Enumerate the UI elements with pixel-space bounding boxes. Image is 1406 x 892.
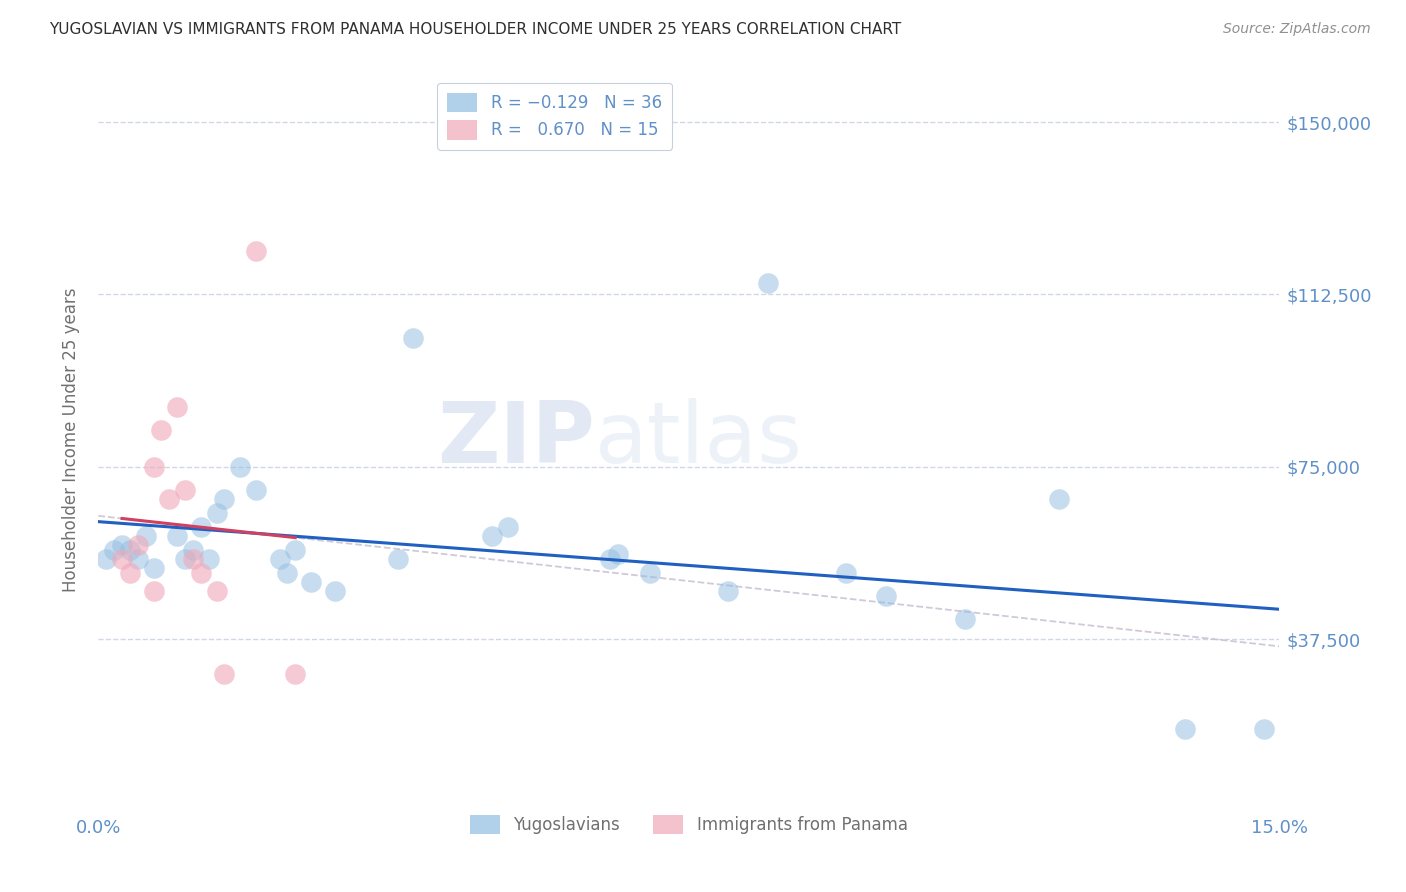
Point <box>111 552 134 566</box>
Point <box>1174 722 1197 736</box>
Point <box>150 423 173 437</box>
Point <box>103 542 125 557</box>
Point <box>205 584 228 599</box>
Point <box>717 584 740 599</box>
Point <box>229 459 252 474</box>
Point <box>1047 492 1070 507</box>
Y-axis label: Householder Income Under 25 years: Householder Income Under 25 years <box>62 287 80 591</box>
Text: ZIP: ZIP <box>437 398 595 481</box>
Point <box>835 566 858 580</box>
Point <box>323 584 346 599</box>
Text: YUGOSLAVIAN VS IMMIGRANTS FROM PANAMA HOUSEHOLDER INCOME UNDER 25 YEARS CORRELAT: YUGOSLAVIAN VS IMMIGRANTS FROM PANAMA HO… <box>49 22 901 37</box>
Point <box>197 552 219 566</box>
Point <box>118 542 141 557</box>
Point <box>157 492 180 507</box>
Point <box>402 331 425 345</box>
Point <box>245 244 267 258</box>
Point <box>284 542 307 557</box>
Point <box>299 574 322 589</box>
Point <box>875 589 897 603</box>
Point <box>276 566 298 580</box>
Point <box>481 529 503 543</box>
Point <box>245 483 267 497</box>
Point <box>205 506 228 520</box>
Point <box>599 552 621 566</box>
Text: atlas: atlas <box>595 398 803 481</box>
Legend: Yugoslavians, Immigrants from Panama: Yugoslavians, Immigrants from Panama <box>460 805 918 845</box>
Point <box>127 538 149 552</box>
Point <box>284 666 307 681</box>
Point <box>607 547 630 561</box>
Point <box>214 492 236 507</box>
Point <box>127 552 149 566</box>
Point <box>142 584 165 599</box>
Point <box>953 612 976 626</box>
Point <box>387 552 409 566</box>
Point <box>174 483 197 497</box>
Point <box>756 276 779 290</box>
Point <box>118 566 141 580</box>
Point <box>142 459 165 474</box>
Point <box>638 566 661 580</box>
Point <box>142 561 165 575</box>
Point <box>181 542 204 557</box>
Point <box>166 400 188 414</box>
Point <box>111 538 134 552</box>
Point <box>190 566 212 580</box>
Point <box>135 529 157 543</box>
Point <box>214 666 236 681</box>
Point <box>496 519 519 533</box>
Point <box>1253 722 1275 736</box>
Point <box>174 552 197 566</box>
Point <box>96 552 118 566</box>
Point <box>190 519 212 533</box>
Point <box>181 552 204 566</box>
Point <box>269 552 291 566</box>
Text: Source: ZipAtlas.com: Source: ZipAtlas.com <box>1223 22 1371 37</box>
Point <box>166 529 188 543</box>
